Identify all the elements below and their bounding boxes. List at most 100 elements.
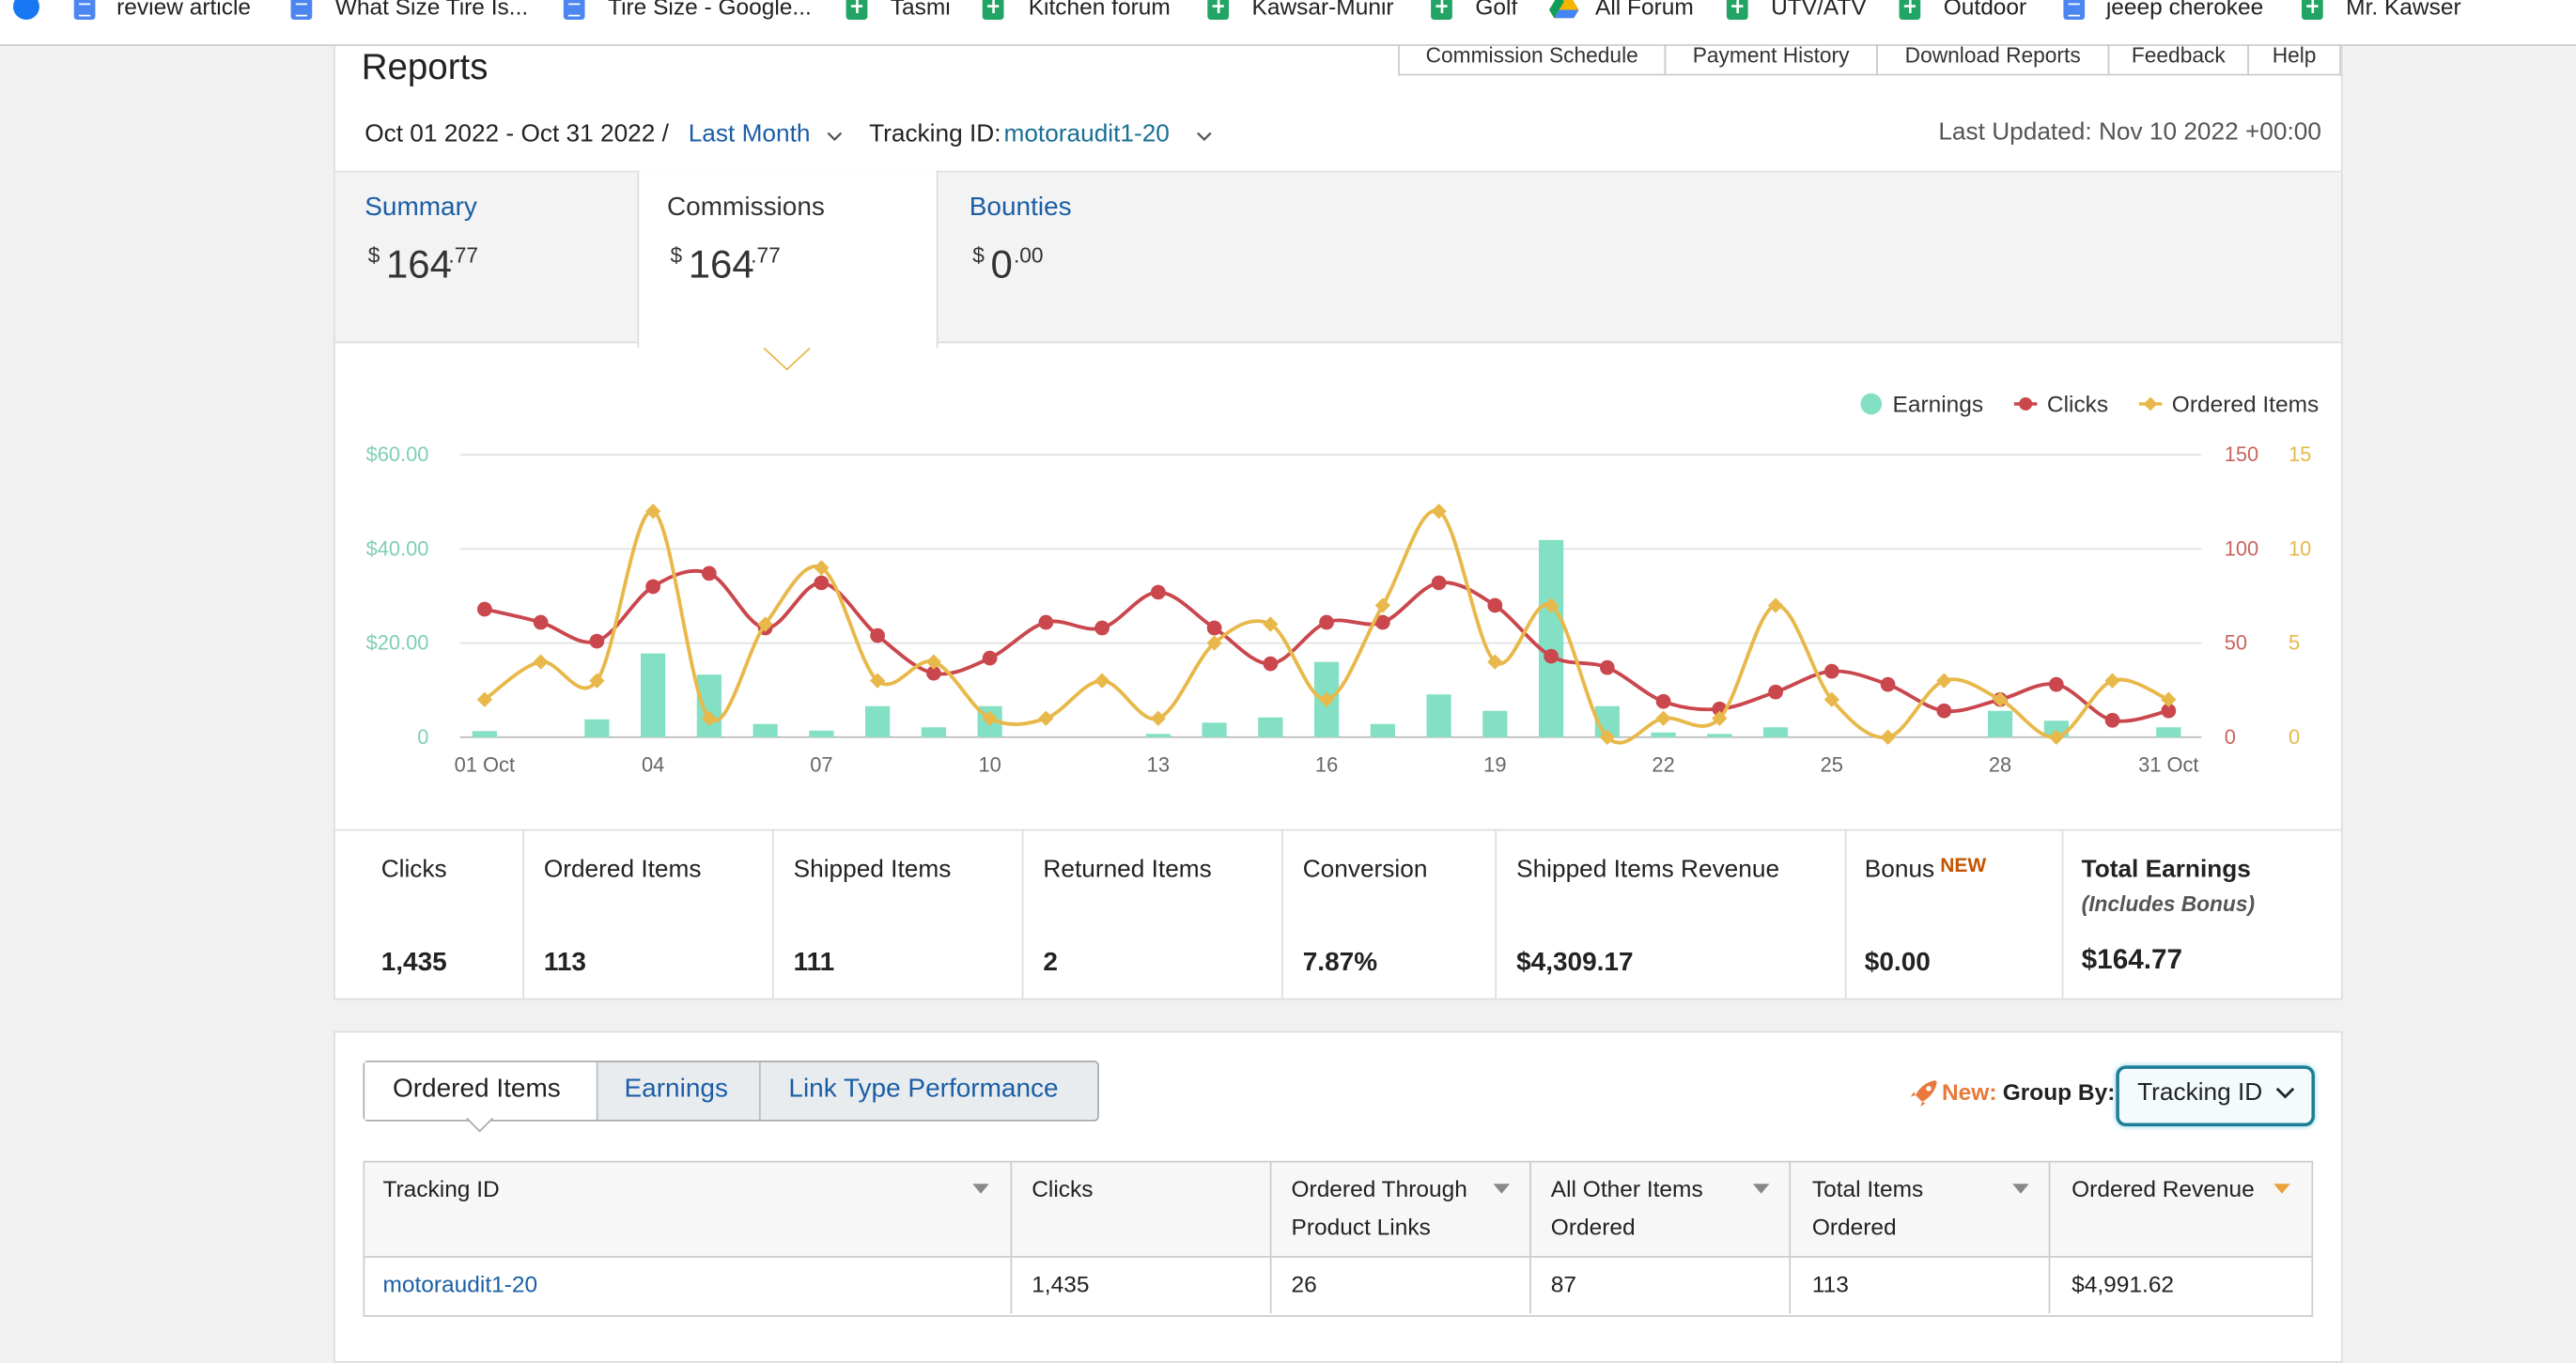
point	[870, 627, 885, 643]
x-tick-label: 25	[1821, 752, 1843, 776]
group-by-select[interactable]	[2116, 1065, 2315, 1127]
column-header[interactable]: Total Items Ordered	[1811, 1175, 1924, 1240]
cents: .77	[448, 242, 479, 268]
bookmark[interactable]: Mr. Kawser	[2346, 0, 2461, 20]
column-header[interactable]: Ordered Through Product Links	[1291, 1175, 1467, 1240]
nav-link[interactable]: Help	[2247, 44, 2341, 76]
tab-caret	[763, 347, 811, 371]
tracking-link[interactable]: motoraudit1-20	[1003, 119, 1170, 148]
stat-sublabel: (Includes Bonus)	[2081, 891, 2256, 917]
x-tick-label: 01 Oct	[455, 752, 515, 776]
point	[1319, 614, 1334, 630]
nav-link[interactable]: Payment History	[1664, 44, 1878, 76]
stat-value: 7.87%	[1302, 949, 1378, 977]
x-tick-label: 10	[978, 752, 1001, 776]
point	[1544, 648, 1559, 664]
point	[701, 565, 717, 581]
point	[477, 601, 492, 617]
table-header	[365, 1162, 2312, 1258]
nav-link[interactable]: Commission Schedule	[1398, 44, 1667, 76]
point	[1599, 659, 1615, 675]
cell: 1,435	[1032, 1270, 1090, 1297]
stat-value: 113	[543, 949, 586, 977]
nav-link[interactable]: Feedback	[2107, 44, 2249, 76]
report-tab[interactable]: Ordered Items	[392, 1075, 561, 1104]
tracking-label: Tracking ID:	[869, 119, 1001, 148]
report-tab[interactable]: Earnings	[624, 1075, 728, 1104]
y-tick-label: 5	[2289, 631, 2300, 655]
bar	[1202, 722, 1227, 737]
report-tab[interactable]: Link Type Performance	[788, 1075, 1059, 1104]
new-label: New:	[1941, 1078, 1997, 1106]
point	[589, 633, 605, 649]
divider	[334, 829, 2341, 831]
x-tick-label: 13	[1147, 752, 1170, 776]
point	[1936, 703, 1952, 719]
x-tick-label: 19	[1483, 752, 1506, 776]
drive-icon	[1549, 0, 1579, 19]
cell-link[interactable]: motoraudit1-20	[382, 1270, 538, 1297]
bookmark[interactable]: Tire Size - Google...	[608, 0, 812, 20]
bar	[809, 730, 834, 737]
point	[1206, 620, 1222, 636]
point	[2104, 712, 2120, 728]
point	[2161, 691, 2177, 707]
x-tick-label: 31 Oct	[2138, 752, 2198, 776]
column-header[interactable]: Tracking ID	[382, 1175, 500, 1202]
x-tick-label: 22	[1652, 752, 1674, 776]
point	[1038, 710, 1054, 726]
point	[1094, 620, 1110, 636]
stat-label: Total Earnings	[2081, 855, 2251, 884]
bar	[1538, 539, 1564, 737]
facebook-icon[interactable]	[12, 0, 39, 20]
group-by-label: Group By:	[2002, 1078, 2116, 1106]
bar	[1258, 717, 1283, 737]
cents: .77	[751, 242, 781, 268]
point	[645, 579, 660, 595]
amount: 0	[990, 242, 1013, 287]
bar	[584, 719, 610, 737]
select-value: Tracking ID	[2137, 1078, 2263, 1107]
stat-value: 1,435	[380, 949, 447, 977]
bar	[1145, 734, 1171, 737]
bookmark[interactable]: review article	[116, 0, 252, 20]
column-header[interactable]: Clicks	[1032, 1175, 1094, 1202]
bookmark[interactable]: Kitchen forum	[1028, 0, 1171, 20]
bar	[864, 705, 891, 737]
tab-label[interactable]: Bounties	[969, 194, 1072, 222]
column-header[interactable]: Ordered Revenue	[2072, 1175, 2255, 1202]
bookmark[interactable]: All Forum	[1595, 0, 1694, 20]
bookmark[interactable]: jeeep cherokee	[2105, 0, 2264, 20]
bookmark[interactable]: Tasmi	[890, 0, 951, 20]
cell: 26	[1291, 1270, 1317, 1297]
nav-link[interactable]: Download Reports	[1876, 44, 2110, 76]
y-tick-label: $20.00	[366, 631, 429, 655]
tab-label[interactable]: Commissions	[666, 194, 825, 222]
bookmark[interactable]: Outdoor	[1943, 0, 2027, 20]
bar	[1651, 732, 1676, 737]
page-title: Reports	[361, 45, 489, 87]
amount: 164	[688, 242, 754, 287]
point	[982, 650, 998, 666]
chart: 0 $20.00 $40.00 $60.00 0 50 100 150 0 5 10 15 01 Oct…	[366, 393, 2320, 777]
bookmark[interactable]: What Size Tire Is...	[334, 0, 529, 20]
bar	[696, 674, 722, 737]
tab-label[interactable]: Summary	[365, 194, 477, 222]
point	[533, 654, 549, 670]
point	[1094, 673, 1110, 689]
bar	[753, 723, 778, 737]
bookmark[interactable]: UTV/ATV	[1771, 0, 1867, 20]
currency: $	[972, 242, 985, 268]
x-tick-label: 28	[1989, 752, 2011, 776]
point	[1487, 597, 1503, 613]
chevron	[1197, 132, 1212, 142]
bar	[921, 727, 946, 737]
bookmarks-bar: review article What Size Tire Is... Tire…	[0, 0, 2576, 46]
bookmark[interactable]: Golf	[1475, 0, 1518, 20]
column-header[interactable]: All Other Items Ordered	[1550, 1175, 1703, 1240]
bar	[1987, 710, 2013, 737]
period-link[interactable]: Last Month	[688, 119, 811, 148]
bookmark[interactable]: Kawsar-Munir	[1251, 0, 1394, 20]
